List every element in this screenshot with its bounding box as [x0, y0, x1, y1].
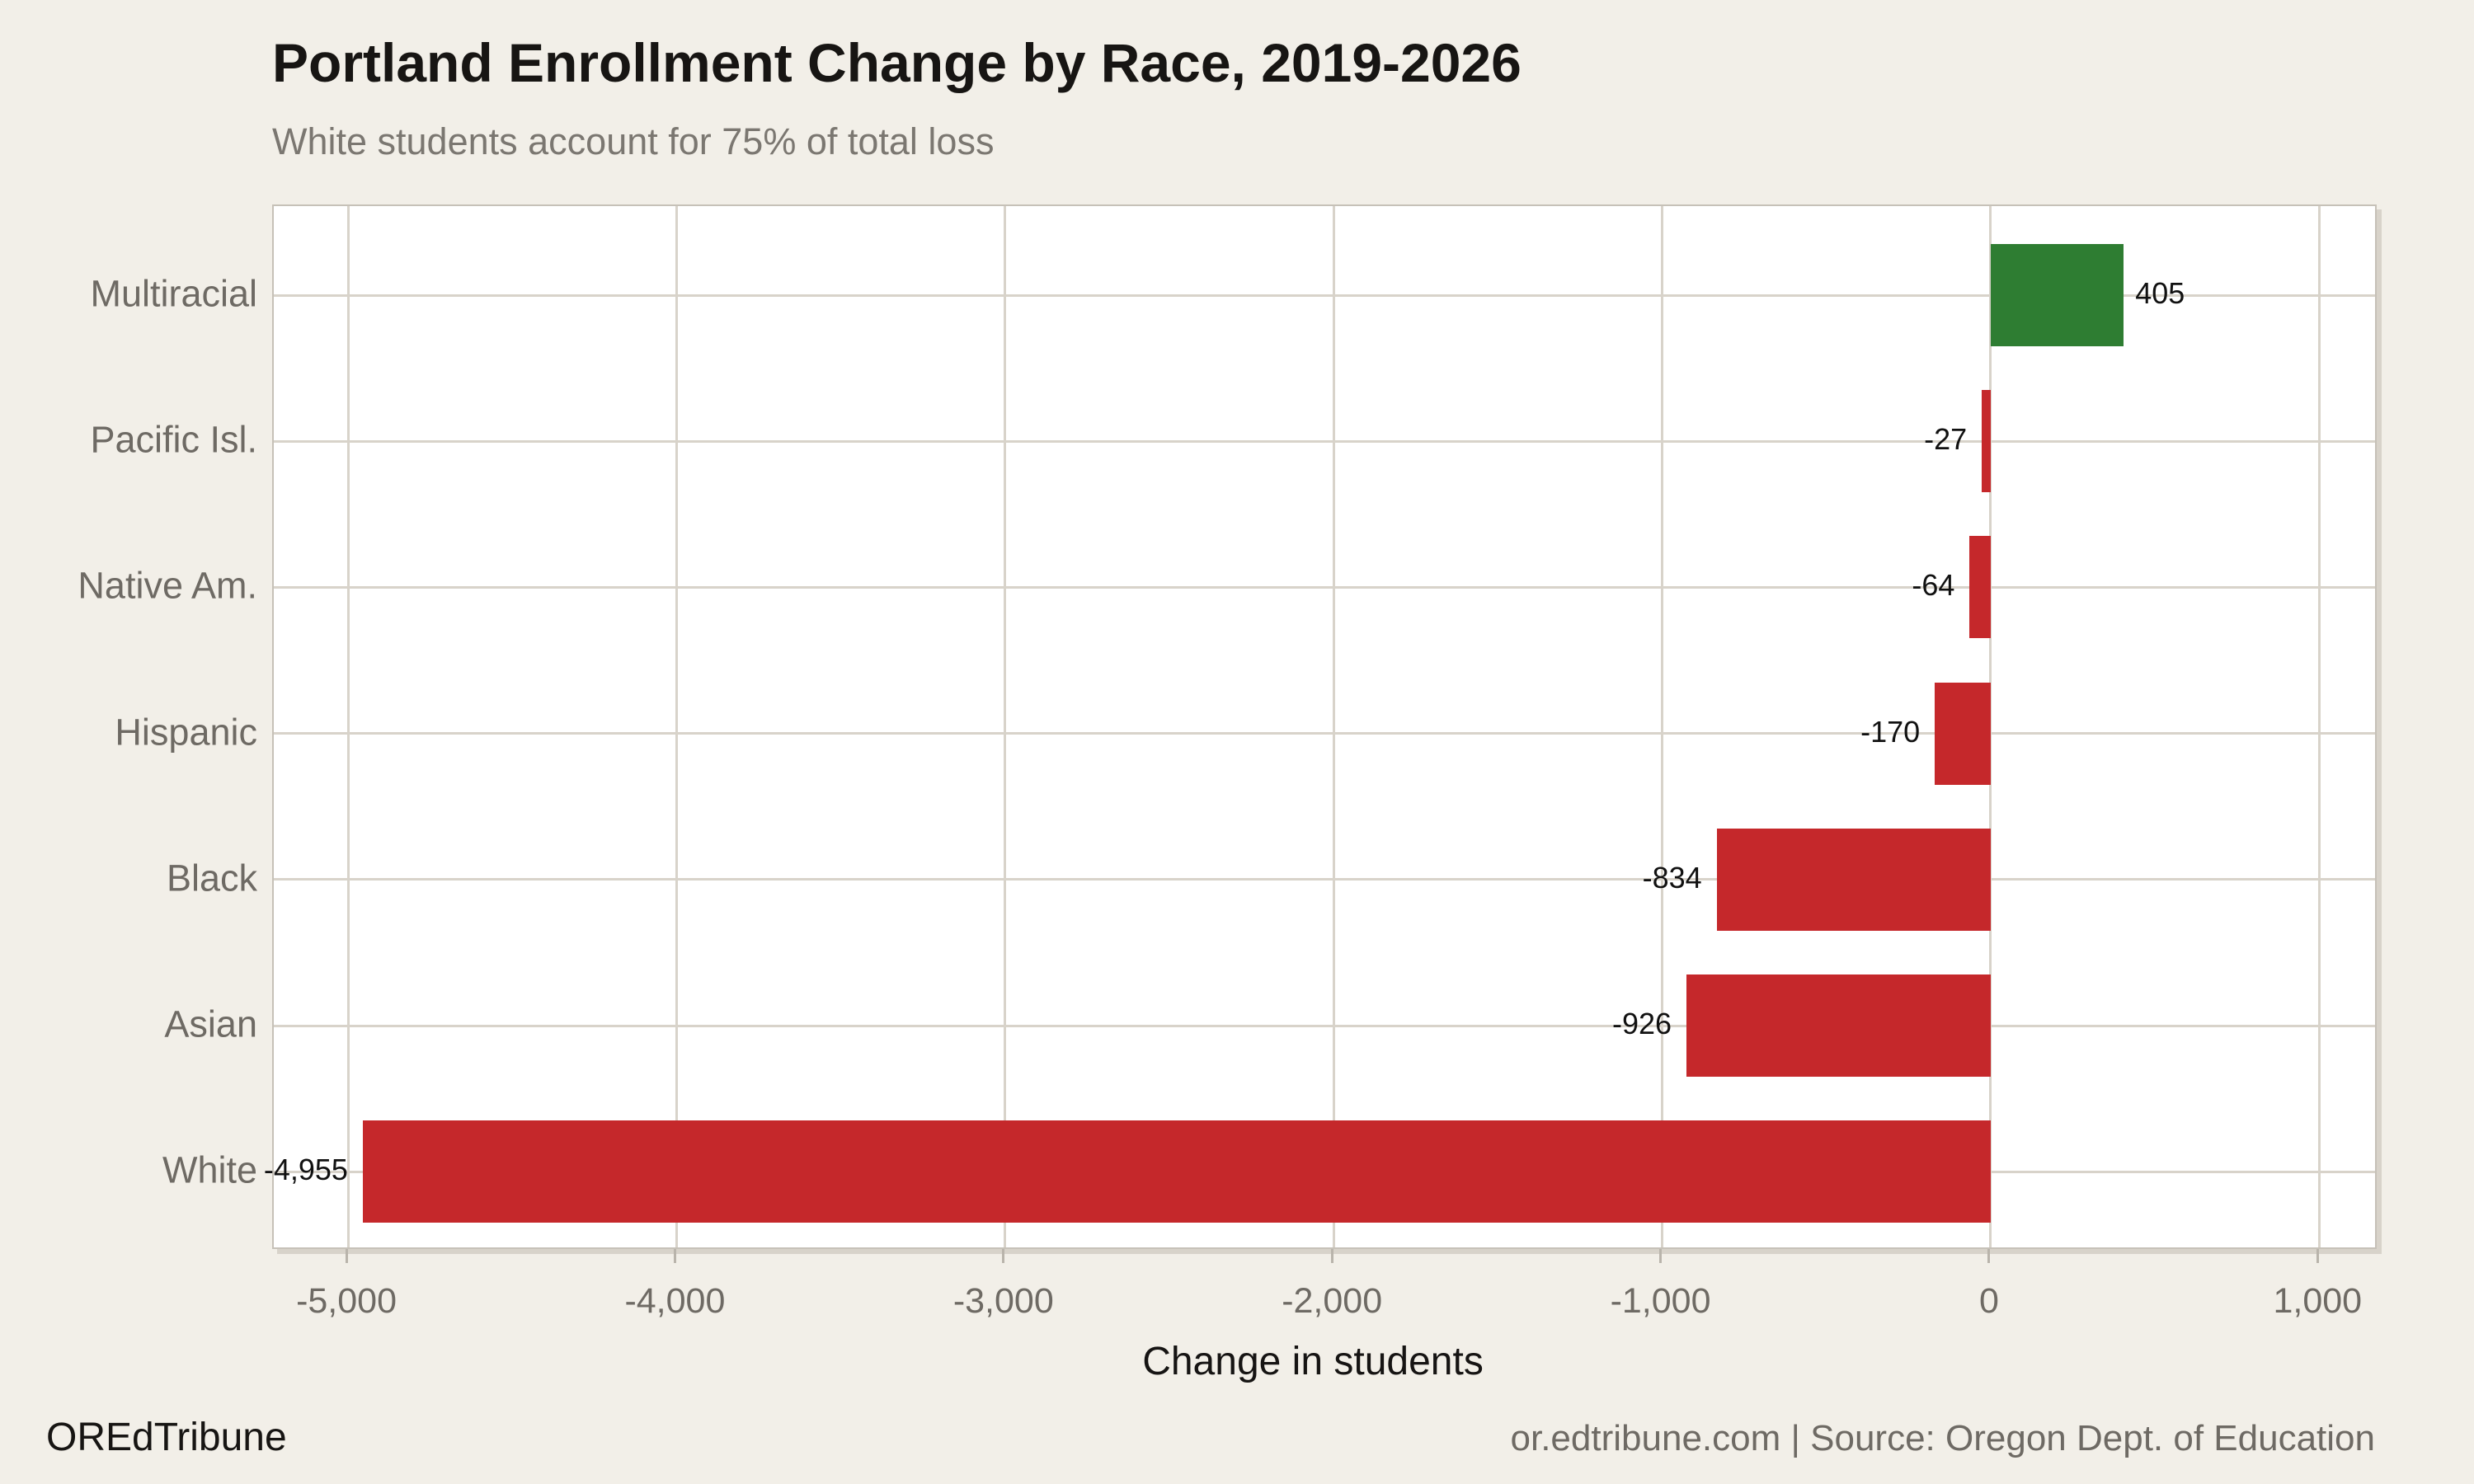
gridline-y [274, 439, 2375, 443]
x-axis-tick-mark [2316, 1249, 2319, 1263]
bar-value-label: 405 [2135, 276, 2185, 310]
category-label: Black [166, 857, 257, 899]
footer-source-credit: or.edtribune.com | Source: Oregon Dept. … [1510, 1418, 2375, 1458]
x-tick-label: -3,000 [952, 1281, 1054, 1321]
chart-subtitle: White students account for 75% of total … [272, 120, 995, 162]
category-label: Hispanic [115, 711, 257, 754]
gridline-x [675, 206, 678, 1247]
category-label: White [162, 1148, 257, 1191]
x-tick-label: 1,000 [2273, 1281, 2363, 1321]
gridline-x [1332, 206, 1335, 1247]
bar [1686, 974, 1991, 1077]
x-tick-label: -2,000 [1282, 1281, 1383, 1321]
gridline-y [274, 585, 2375, 589]
footer-brand-logo: OREdTribune [46, 1416, 287, 1459]
x-axis-tick-mark [1659, 1249, 1663, 1263]
x-tick-label: -1,000 [1610, 1281, 1711, 1321]
x-axis-tick-mark [345, 1249, 348, 1263]
category-label: Multiracial [90, 272, 257, 315]
x-axis-tick-mark [673, 1249, 676, 1263]
bar-value-label: -4,955 [263, 1153, 348, 1187]
x-axis-tick-mark [1330, 1249, 1333, 1263]
plot-area [272, 204, 2377, 1249]
bar-value-label: -926 [1611, 1007, 1672, 1040]
x-axis-title: Change in students [1142, 1340, 1484, 1383]
gridline-y [274, 878, 2375, 881]
bar [1969, 536, 1991, 639]
x-axis-tick-mark [1002, 1249, 1005, 1263]
gridline-y [274, 1024, 2375, 1027]
category-label: Pacific Isl. [90, 418, 257, 461]
bar [1935, 682, 1991, 785]
bar-value-label: -64 [1912, 568, 1955, 603]
category-label: Native Am. [78, 564, 257, 607]
x-tick-label: 0 [1978, 1281, 1999, 1321]
bar-value-label: -27 [1924, 422, 1968, 457]
category-label: Asian [164, 1003, 257, 1045]
bar [1990, 244, 2124, 346]
bar [362, 1120, 1991, 1223]
chart-title: Portland Enrollment Change by Race, 2019… [272, 32, 1522, 93]
gridline-y [274, 294, 2375, 297]
gridline-x [1661, 206, 1664, 1247]
gridline-x [1989, 206, 1992, 1247]
bar [1982, 390, 1991, 493]
bar-value-label: -834 [1642, 860, 1702, 895]
x-tick-label: -5,000 [296, 1281, 397, 1321]
gridline-y [274, 732, 2375, 735]
gridline-x [2317, 206, 2321, 1247]
gridline-x [346, 206, 350, 1247]
bar [1716, 828, 1991, 931]
gridline-x [1004, 206, 1007, 1247]
x-tick-label: -4,000 [624, 1281, 726, 1321]
bar-value-label: -170 [1860, 714, 1921, 749]
x-axis-tick-mark [1987, 1249, 1991, 1263]
